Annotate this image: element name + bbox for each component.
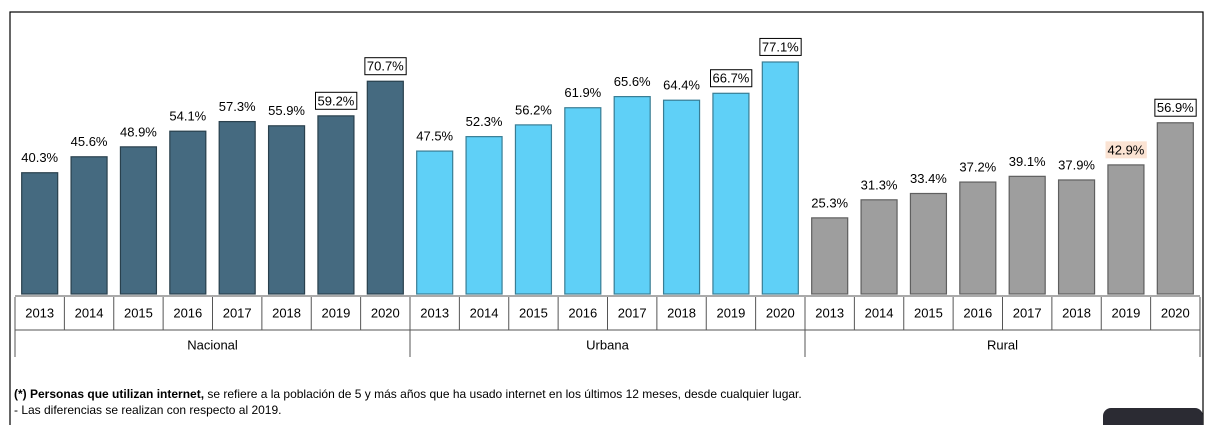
value-label: 52.3%: [466, 114, 503, 129]
value-label: 33.4%: [910, 171, 947, 186]
value-label: 37.2%: [959, 159, 996, 174]
x-tick-label: 2017: [1013, 305, 1042, 320]
x-tick-label: 2020: [371, 305, 400, 320]
x-tick-label: 2019: [716, 305, 745, 320]
label-box: [710, 69, 753, 88]
x-tick-label: 2014: [75, 305, 104, 320]
value-label: 56.2%: [515, 102, 552, 117]
value-label: 59.2%: [318, 93, 355, 108]
value-label: 57.3%: [219, 99, 256, 114]
x-tick-label: 2018: [667, 305, 696, 320]
bar: [564, 107, 602, 295]
bar: [169, 130, 207, 295]
x-tick-label: 2013: [815, 305, 844, 320]
value-label: 31.3%: [861, 177, 898, 192]
value-label: 25.3%: [811, 195, 848, 210]
group-label: Nacional: [187, 337, 238, 352]
value-label: 48.9%: [120, 124, 157, 139]
bar: [366, 80, 404, 295]
value-label: 54.1%: [169, 109, 206, 124]
bar: [514, 124, 553, 295]
value-label: 56.9%: [1157, 100, 1194, 115]
value-label: 40.3%: [21, 150, 58, 165]
label-box: [364, 57, 407, 76]
value-label: 77.1%: [762, 39, 799, 54]
footnote-text: se refiere a la población de 5 y más año…: [204, 387, 802, 401]
x-tick-label: 2018: [272, 305, 301, 320]
bar: [1156, 122, 1194, 295]
bar: [119, 146, 158, 295]
label-box: [1154, 98, 1197, 117]
x-tick-label: 2016: [568, 305, 597, 320]
value-label: 61.9%: [564, 85, 601, 100]
footnote: (*) Personas que utilizan internet, se r…: [14, 387, 802, 401]
x-tick-label: 2016: [173, 305, 202, 320]
x-tick-label: 2013: [25, 305, 54, 320]
x-tick-label: 2020: [766, 305, 795, 320]
bar: [613, 96, 651, 295]
bar: [465, 136, 503, 295]
x-tick-label: 2018: [1062, 305, 1091, 320]
label-box: [315, 91, 358, 110]
bar: [1057, 179, 1096, 295]
bar: [712, 92, 750, 295]
bar: [811, 217, 849, 295]
bar: [267, 125, 306, 295]
bar: [1107, 164, 1145, 295]
value-label: 39.1%: [1009, 154, 1046, 169]
x-tick-label: 2014: [865, 305, 894, 320]
bar: [959, 181, 997, 295]
bar: [1008, 175, 1046, 295]
x-tick-label: 2016: [963, 305, 992, 320]
value-label: 70.7%: [367, 59, 404, 74]
label-box: [759, 37, 802, 56]
x-tick-label: 2014: [470, 305, 499, 320]
x-tick-label: 2013: [420, 305, 449, 320]
x-tick-label: 2015: [914, 305, 943, 320]
bar: [21, 172, 59, 295]
bar: [761, 61, 799, 295]
x-tick-label: 2019: [1111, 305, 1140, 320]
value-label: 47.5%: [416, 129, 453, 144]
value-label: 42.9%: [1108, 142, 1145, 157]
x-tick-label: 2019: [321, 305, 350, 320]
corner-button: [1103, 408, 1203, 425]
group-label: Rural: [987, 337, 1018, 352]
value-label: 64.4%: [663, 78, 700, 93]
x-tick-label: 2015: [124, 305, 153, 320]
x-tick-label: 2015: [519, 305, 548, 320]
group-label: Urbana: [586, 337, 629, 352]
value-label: 55.9%: [268, 103, 305, 118]
value-label: 66.7%: [713, 71, 750, 86]
value-label: 37.9%: [1058, 157, 1095, 172]
bar: [909, 192, 948, 295]
label-box: [1105, 141, 1147, 159]
value-label: 45.6%: [71, 134, 108, 149]
x-tick-label: 2017: [618, 305, 647, 320]
value-label: 65.6%: [614, 74, 651, 89]
footnote-note: - Las diferencias se realizan con respec…: [14, 403, 282, 417]
frame: [9, 11, 1204, 425]
bar: [218, 120, 256, 295]
x-tick-label: 2020: [1161, 305, 1190, 320]
bar: [70, 156, 108, 295]
footnote-bold: (*) Personas que utilizan internet,: [14, 387, 204, 401]
bar: [860, 199, 898, 295]
bar: [662, 99, 701, 295]
x-tick-label: 2017: [223, 305, 252, 320]
bar: [416, 150, 454, 295]
bar: [317, 115, 355, 295]
